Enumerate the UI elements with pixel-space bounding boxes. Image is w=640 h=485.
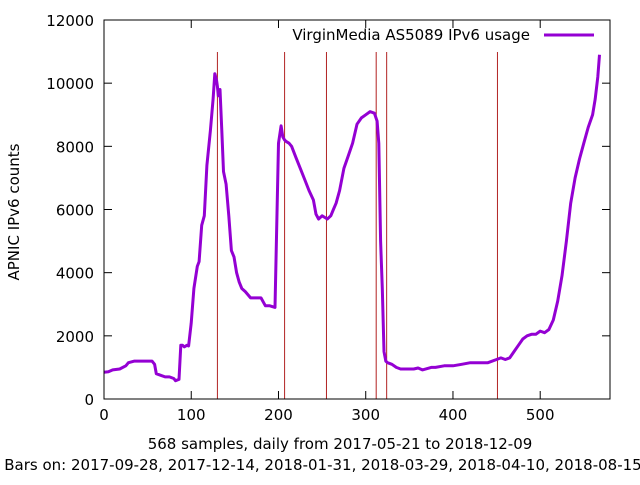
- plot-border: [103, 19, 611, 400]
- x-axis-label: 568 samples, daily from 2017-05-21 to 20…: [148, 435, 533, 453]
- footer-bars-note: Bars on: 2017-09-28, 2017-12-14, 2018-01…: [4, 456, 640, 474]
- x-tick-label: 400: [439, 406, 468, 424]
- legend-label: VirginMedia AS5089 IPv6 usage: [292, 26, 530, 44]
- y-tick-label: 10000: [46, 75, 94, 93]
- y-axis-label: APNIC IPv6 counts: [5, 143, 23, 280]
- axis-ticks: 0 2000 4000 6000 8000 10000 12000 0 100 200 300 400…: [46, 12, 610, 424]
- x-tick-label: 200: [264, 406, 293, 424]
- legend: VirginMedia AS5089 IPv6 usage: [292, 26, 594, 44]
- series-layer: [103, 54, 601, 383]
- y-tick-label: 4000: [56, 265, 94, 283]
- y-tick-label: 0: [84, 391, 94, 409]
- y-tick-label: 6000: [56, 202, 94, 220]
- x-tick-label: 0: [99, 406, 109, 424]
- plot-frame: [103, 19, 611, 400]
- x-tick-label: 100: [177, 406, 206, 424]
- series-line-0: [103, 54, 601, 383]
- y-tick-label: 8000: [56, 138, 94, 156]
- event-bars: [216, 52, 498, 399]
- x-tick-label: 300: [351, 406, 380, 424]
- y-tick-label: 12000: [46, 12, 94, 30]
- x-tick-label: 500: [526, 406, 555, 424]
- y-tick-label: 2000: [56, 328, 94, 346]
